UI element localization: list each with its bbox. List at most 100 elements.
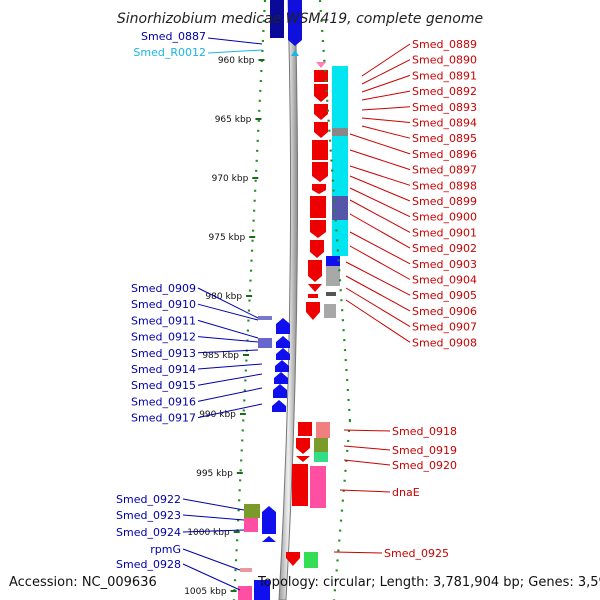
- gene-label[interactable]: Smed_0920: [392, 459, 457, 472]
- gene-feature[interactable]: [272, 400, 286, 412]
- gene-feature[interactable]: [240, 568, 252, 572]
- gene-feature[interactable]: [312, 162, 328, 182]
- gene-label[interactable]: Smed_0892: [412, 85, 477, 98]
- scale-tick-label: 985 kbp: [202, 351, 239, 361]
- gene-label[interactable]: Smed_0910: [131, 298, 196, 311]
- gene-feature[interactable]: [276, 336, 290, 348]
- gene-label[interactable]: Smed_0907: [412, 321, 477, 334]
- gene-label[interactable]: Smed_0896: [412, 148, 477, 161]
- gene-label[interactable]: Smed_0909: [131, 282, 196, 295]
- gene-feature[interactable]: [314, 104, 328, 120]
- gene-feature[interactable]: [262, 520, 276, 534]
- gene-feature[interactable]: [258, 316, 272, 320]
- leader-line: [197, 336, 259, 343]
- gene-label[interactable]: Smed_0922: [116, 493, 181, 506]
- gene-label[interactable]: Smed_0904: [412, 274, 477, 287]
- gene-feature[interactable]: [274, 372, 288, 384]
- gene-feature[interactable]: [258, 338, 272, 348]
- gene-feature[interactable]: [310, 196, 326, 218]
- scale-tick-label: 1000 kbp: [187, 528, 230, 538]
- gene-label[interactable]: Smed_0915: [131, 379, 196, 392]
- gene-feature[interactable]: [310, 220, 326, 238]
- gene-feature[interactable]: [288, 32, 302, 46]
- outer-guide-line: [318, 0, 352, 421]
- gene-feature[interactable]: [262, 506, 276, 520]
- gene-feature[interactable]: [310, 240, 324, 258]
- gene-feature[interactable]: [308, 284, 322, 292]
- gene-feature[interactable]: [306, 302, 320, 320]
- gene-feature[interactable]: [296, 438, 310, 454]
- cog-bar: [316, 422, 330, 438]
- gene-feature[interactable]: [286, 552, 300, 566]
- scale-tick-label: 975 kbp: [209, 233, 246, 243]
- gene-feature[interactable]: [254, 580, 270, 600]
- gene-label[interactable]: Smed_0894: [412, 117, 477, 130]
- gene-label[interactable]: Smed_0900: [412, 211, 477, 224]
- gene-feature[interactable]: [298, 422, 312, 436]
- gene-label[interactable]: Smed_0903: [412, 258, 477, 271]
- cog-bar: [332, 196, 348, 220]
- gene-label[interactable]: Smed_0902: [412, 242, 477, 255]
- gene-label[interactable]: Smed_0918: [392, 425, 457, 438]
- gene-label[interactable]: Smed_0913: [131, 347, 196, 360]
- gene-feature[interactable]: [276, 318, 290, 334]
- gene-label[interactable]: Smed_0899: [412, 195, 477, 208]
- gene-label[interactable]: Smed_0916: [131, 395, 196, 408]
- gene-label[interactable]: Smed_0925: [384, 547, 449, 560]
- cog-bar: [332, 128, 348, 136]
- leader-line: [339, 489, 391, 493]
- gene-feature[interactable]: [262, 536, 276, 542]
- leader-line: [345, 299, 411, 343]
- gene-label[interactable]: Smed_0924: [116, 526, 181, 539]
- gene-label[interactable]: Smed_R0012: [133, 46, 206, 59]
- gene-label[interactable]: Smed_0928: [116, 558, 181, 571]
- gene-feature[interactable]: [314, 122, 328, 138]
- gene-label[interactable]: Smed_0887: [141, 30, 206, 43]
- cog-bar: [244, 518, 258, 532]
- gene-feature[interactable]: [296, 456, 310, 462]
- cog-bar: [314, 452, 328, 462]
- gene-feature[interactable]: [276, 348, 290, 360]
- gene-label[interactable]: Smed_0901: [412, 226, 477, 239]
- gene-label[interactable]: Smed_0923: [116, 509, 181, 522]
- rna-feature[interactable]: [291, 50, 299, 56]
- gene-label[interactable]: Smed_0919: [392, 444, 457, 457]
- gene-feature[interactable]: [275, 360, 289, 372]
- gene-label[interactable]: Smed_0905: [412, 289, 477, 302]
- gene-label[interactable]: Smed_0914: [131, 363, 196, 376]
- gene-label[interactable]: Smed_0898: [412, 179, 477, 192]
- gene-feature[interactable]: [273, 384, 287, 398]
- gene-label[interactable]: Smed_0906: [412, 305, 477, 318]
- gene-feature[interactable]: [312, 140, 328, 160]
- gene-label[interactable]: Smed_0908: [412, 336, 477, 349]
- gene-label[interactable]: Smed_0897: [412, 164, 477, 177]
- gene-feature[interactable]: [270, 0, 284, 38]
- cog-bar: [304, 552, 318, 568]
- gene-label[interactable]: Smed_0889: [412, 38, 477, 51]
- gene-label[interactable]: Smed_0895: [412, 132, 477, 145]
- gene-feature[interactable]: [308, 260, 322, 282]
- gene-label[interactable]: Smed_0911: [131, 314, 196, 327]
- cog-bar: [326, 266, 340, 286]
- gene-label[interactable]: Smed_0893: [412, 101, 477, 114]
- gene-feature[interactable]: [316, 62, 326, 68]
- gene-feature[interactable]: [288, 0, 302, 32]
- leader-line: [197, 403, 263, 419]
- gene-feature[interactable]: [314, 84, 328, 102]
- gene-label[interactable]: Smed_0891: [412, 69, 477, 82]
- gene-feature[interactable]: [314, 70, 328, 82]
- leader-line: [182, 563, 241, 591]
- gene-feature[interactable]: [292, 464, 308, 506]
- gene-label[interactable]: Smed_0912: [131, 331, 196, 344]
- scale-tick-label: 965 kbp: [215, 115, 252, 125]
- gene-label[interactable]: Smed_0890: [412, 54, 477, 67]
- gene-label[interactable]: rpmG: [150, 543, 181, 556]
- gene-feature[interactable]: [308, 294, 318, 298]
- gene-feature[interactable]: [312, 184, 326, 194]
- gene-label[interactable]: dnaE: [392, 486, 420, 499]
- gene-label[interactable]: Smed_0917: [131, 412, 196, 425]
- leader-line: [197, 349, 259, 354]
- leader-line: [197, 373, 263, 386]
- genome-summary-text: Topology: circular; Length: 3,781,904 bp…: [257, 575, 600, 590]
